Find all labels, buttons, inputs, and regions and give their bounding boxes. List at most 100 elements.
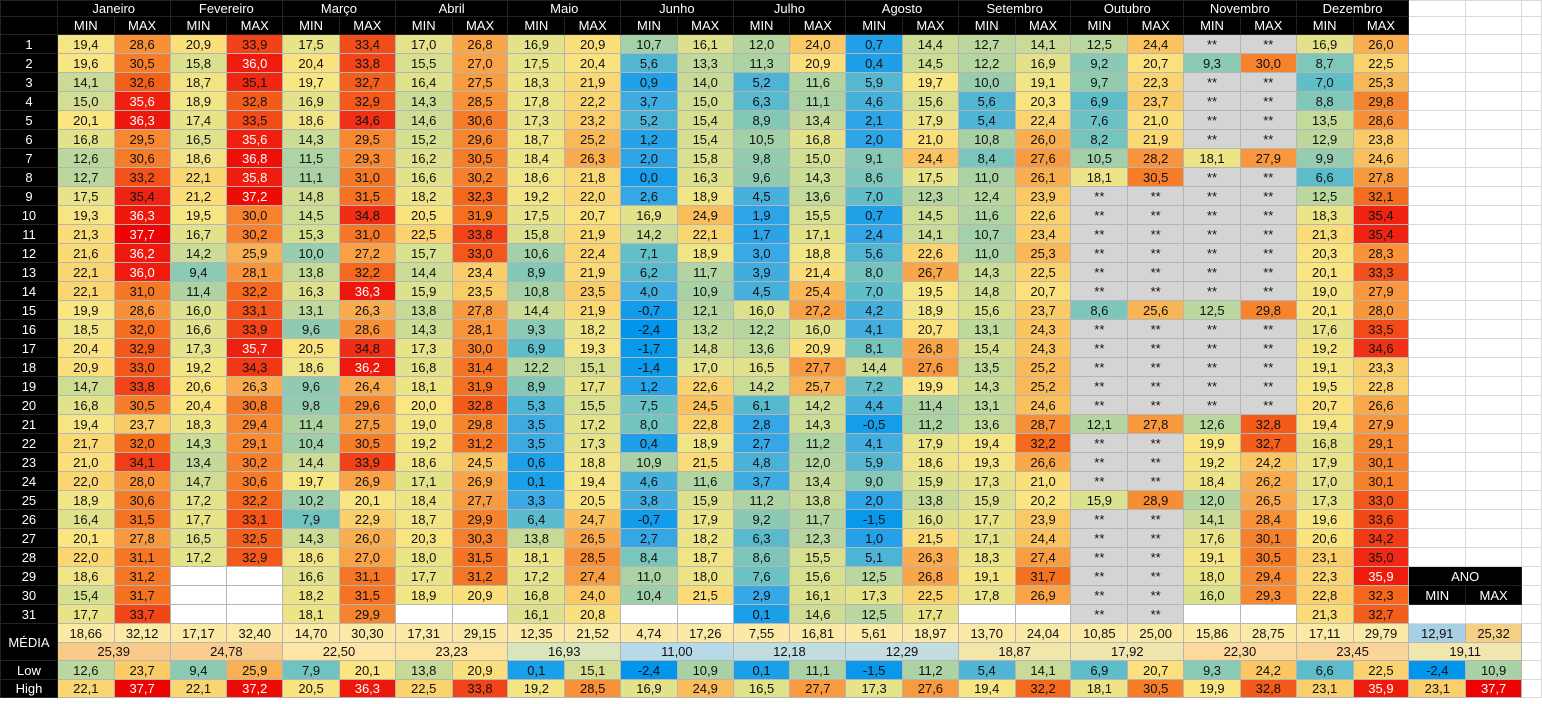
temp-cell[interactable]: 19,6 — [56, 53, 115, 73]
temp-cell[interactable]: ** — [1239, 34, 1297, 54]
temp-cell[interactable]: 20,9 — [56, 357, 115, 377]
temp-cell[interactable]: 33,1 — [226, 300, 284, 320]
empty-grid-cell[interactable] — [1521, 205, 1542, 225]
low-cell[interactable]: 14,1 — [1014, 660, 1072, 680]
temp-cell[interactable]: 18,0 — [394, 547, 453, 567]
temp-cell[interactable]: 8,2 — [1070, 129, 1129, 149]
empty-grid-cell[interactable] — [1465, 224, 1523, 244]
temp-cell[interactable]: 30,5 — [451, 148, 509, 168]
temp-cell[interactable]: 35,9 — [1352, 566, 1410, 586]
temp-cell[interactable]: 13,4 — [789, 471, 847, 491]
temp-cell[interactable]: 13,4 — [789, 110, 847, 130]
temp-cell[interactable]: 20,2 — [1014, 490, 1072, 510]
temp-cell[interactable]: 6,3 — [732, 91, 791, 111]
temp-cell[interactable]: ** — [1127, 357, 1185, 377]
temp-cell[interactable]: 20,9 — [789, 53, 847, 73]
temp-cell[interactable]: 21,3 — [1295, 604, 1354, 624]
temp-cell[interactable]: ** — [1070, 452, 1129, 472]
temp-cell[interactable]: 32,3 — [451, 186, 509, 206]
temp-cell[interactable]: 36,2 — [338, 357, 396, 377]
temp-cell[interactable]: 9,0 — [845, 471, 903, 491]
empty-grid-cell[interactable] — [1465, 414, 1523, 434]
temp-cell[interactable]: 21,0 — [56, 452, 115, 472]
temp-cell[interactable]: 29,8 — [1239, 300, 1297, 320]
temp-cell[interactable]: 18,4 — [394, 490, 453, 510]
media-cell[interactable]: 25,00 — [1127, 623, 1185, 643]
temp-cell[interactable]: 18,9 — [169, 91, 228, 111]
temp-cell[interactable]: 34,6 — [1352, 338, 1410, 358]
temp-cell[interactable]: ** — [1239, 186, 1297, 206]
temp-cell[interactable]: 21,8 — [564, 167, 622, 187]
temp-cell[interactable] — [1239, 604, 1297, 624]
temp-cell[interactable]: 24,0 — [564, 585, 622, 605]
temp-cell[interactable]: 7,0 — [845, 186, 903, 206]
day-label[interactable]: 21 — [0, 414, 58, 434]
temp-cell[interactable]: 2,4 — [845, 224, 903, 244]
high-cell[interactable]: 19,9 — [1183, 679, 1241, 698]
temp-cell[interactable]: 24,7 — [564, 509, 622, 529]
temp-cell[interactable]: 18,0 — [1183, 566, 1241, 586]
temp-cell[interactable]: ** — [1183, 205, 1241, 225]
temp-cell[interactable]: 18,3 — [1295, 205, 1354, 225]
temp-cell[interactable]: 7,5 — [620, 395, 678, 415]
temp-cell[interactable]: 34,8 — [338, 205, 396, 225]
temp-cell[interactable]: 32,9 — [113, 338, 171, 358]
temp-cell[interactable]: 11,3 — [732, 53, 791, 73]
min-header[interactable]: MIN — [957, 16, 1016, 35]
temp-cell[interactable]: 28,1 — [451, 319, 509, 339]
temp-cell[interactable]: 14,5 — [282, 205, 340, 225]
temp-cell[interactable]: 14,3 — [789, 167, 847, 187]
temp-cell[interactable]: 32,2 — [1014, 433, 1072, 453]
low-cell[interactable]: 20,9 — [451, 660, 509, 680]
temp-cell[interactable]: 8,9 — [732, 110, 791, 130]
temp-cell[interactable]: 32,6 — [113, 72, 171, 92]
temp-cell[interactable]: 13,6 — [789, 186, 847, 206]
temp-cell[interactable]: 24,4 — [901, 148, 959, 168]
low-cell[interactable]: 9,3 — [1183, 660, 1241, 680]
empty-grid-cell[interactable] — [1465, 0, 1523, 17]
high-label[interactable]: High — [0, 679, 58, 698]
month-header-4[interactable]: Abril — [394, 0, 509, 17]
empty-grid-cell[interactable] — [1465, 471, 1523, 491]
temp-cell[interactable]: 36,8 — [226, 148, 284, 168]
empty-grid-cell[interactable] — [1521, 452, 1542, 472]
temp-cell[interactable]: 20,1 — [56, 110, 115, 130]
temp-cell[interactable]: 7,1 — [620, 243, 678, 263]
media-cell[interactable]: 7,55 — [732, 623, 791, 643]
media-average-cell[interactable]: 11,00 — [620, 642, 734, 661]
empty-grid-cell[interactable] — [1465, 452, 1523, 472]
temp-cell[interactable]: 15,9 — [957, 490, 1016, 510]
temp-cell[interactable]: 19,5 — [901, 281, 959, 301]
media-cell[interactable]: 16,81 — [789, 623, 847, 643]
temp-cell[interactable]: 11,6 — [789, 72, 847, 92]
temp-cell[interactable]: 20,9 — [451, 585, 509, 605]
temp-cell[interactable]: ** — [1183, 357, 1241, 377]
temp-cell[interactable]: 23,5 — [451, 281, 509, 301]
temp-cell[interactable]: 25,4 — [789, 281, 847, 301]
temp-cell[interactable]: 9,3 — [1183, 53, 1241, 73]
temp-cell[interactable]: 22,3 — [1127, 72, 1185, 92]
media-cell[interactable]: 32,12 — [113, 623, 171, 643]
empty-grid-cell[interactable] — [1408, 72, 1467, 92]
temp-cell[interactable]: 33,8 — [338, 53, 396, 73]
temp-cell[interactable]: 13,2 — [676, 319, 734, 339]
temp-cell[interactable]: 11,7 — [789, 509, 847, 529]
temp-cell[interactable]: 17,3 — [1295, 490, 1354, 510]
temp-cell[interactable]: 36,3 — [113, 110, 171, 130]
empty-grid-cell[interactable] — [1465, 72, 1523, 92]
min-header[interactable]: MIN — [56, 16, 115, 35]
temp-cell[interactable]: 22,5 — [901, 585, 959, 605]
empty-grid-cell[interactable] — [1465, 262, 1523, 282]
temp-cell[interactable]: 30,1 — [1352, 452, 1410, 472]
empty-grid-cell[interactable] — [1521, 490, 1542, 510]
temp-cell[interactable]: ** — [1239, 205, 1297, 225]
temp-cell[interactable]: 23,2 — [564, 110, 622, 130]
empty-grid-cell[interactable] — [1521, 262, 1542, 282]
year-low-min[interactable]: -2,4 — [1408, 660, 1467, 680]
empty-grid-cell[interactable] — [1465, 110, 1523, 130]
temp-cell[interactable]: 3,8 — [620, 490, 678, 510]
day-label[interactable]: 14 — [0, 281, 58, 301]
month-header-2[interactable]: Fevereiro — [169, 0, 284, 17]
temp-cell[interactable]: 28,6 — [113, 300, 171, 320]
min-header[interactable]: MIN — [1070, 16, 1129, 35]
